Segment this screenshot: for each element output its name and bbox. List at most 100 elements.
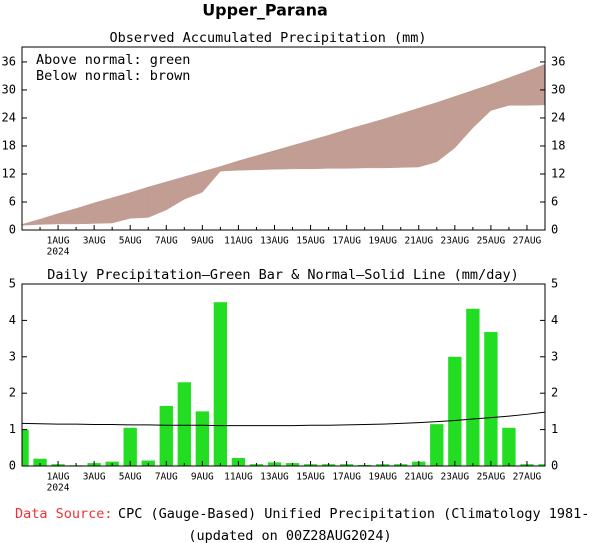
anomaly-area	[256, 150, 275, 171]
y-tick-label: 30	[2, 82, 16, 96]
annotation: Above normal: green	[36, 52, 190, 68]
anomaly-area	[490, 77, 510, 111]
x-tick-label: 3AUG	[83, 236, 106, 247]
y2-tick-label: 24	[551, 110, 565, 124]
x-tick-label: 9AUG	[191, 236, 214, 247]
x-tick-label: 3AUG	[83, 472, 106, 483]
anomaly-area	[274, 145, 293, 170]
bar	[33, 458, 47, 466]
anomaly-area	[184, 171, 203, 200]
x-tick-label: 7AUG	[155, 236, 178, 247]
x-tick-label: 1AUG	[47, 472, 70, 483]
y-tick-label: 0	[9, 223, 16, 237]
anomaly-area	[328, 129, 347, 169]
anomaly-area	[310, 134, 329, 170]
y-tick-label: 0	[9, 459, 16, 473]
x-tick-label: 25AUG	[477, 236, 506, 247]
x-tick-label: 5AUG	[119, 472, 142, 483]
x-tick-label: 21AUG	[404, 236, 433, 247]
plot	[22, 64, 545, 226]
x-tick-label: 19AUG	[368, 236, 397, 247]
anomaly-area	[382, 113, 401, 169]
x-tick-label: 1AUG	[47, 236, 70, 247]
source: CPC (Gauge-Based) Unified Precipitation …	[118, 506, 590, 522]
y2-tick-label: 0	[551, 223, 558, 237]
x-tick-label: 23AUG	[441, 236, 470, 247]
annotation: Below normal: brown	[36, 68, 190, 84]
anomaly-area	[346, 124, 365, 169]
updated: (updated on 00Z28AUG2024)	[188, 528, 391, 543]
bar	[213, 302, 228, 466]
y2-tick-label: 1	[551, 422, 558, 436]
x-tick-label: 21AUG	[404, 472, 433, 483]
bar	[502, 427, 516, 466]
y-tick-label: 24	[2, 110, 16, 124]
y-tick-label: 3	[9, 349, 16, 363]
anomaly-area	[220, 160, 239, 172]
x-tick-label: 13AUG	[260, 472, 289, 483]
page-title: Upper_Parana	[202, 1, 328, 20]
x-tick-label: 19AUG	[368, 472, 397, 483]
plot-frame	[21, 46, 546, 231]
y-tick-label: 5	[9, 277, 16, 291]
anomaly-area	[22, 218, 41, 226]
anomaly-area	[57, 208, 77, 225]
year-label: 2024	[47, 247, 70, 258]
bar	[430, 424, 444, 466]
bar	[538, 464, 545, 466]
plot	[22, 302, 545, 466]
y2-tick-label: 2	[551, 386, 558, 400]
bar	[484, 332, 498, 466]
x-tick-label: 25AUG	[477, 472, 506, 483]
y2-tick-label: 6	[551, 194, 558, 208]
year-label: 2024	[47, 483, 70, 494]
y2-tick-label: 18	[551, 138, 565, 152]
y-tick-label: 12	[2, 166, 16, 180]
anomaly-area	[129, 186, 149, 219]
anomaly-area	[111, 192, 131, 224]
anomaly-area	[147, 181, 167, 218]
anomaly-area	[75, 202, 95, 225]
anomaly-area	[418, 102, 438, 168]
chart-title: Daily Precipitation—Green Bar & Normal—S…	[47, 267, 518, 283]
anomaly-area	[454, 90, 474, 149]
x-tick-label: 7AUG	[155, 472, 178, 483]
y2-tick-label: 12	[551, 166, 565, 180]
y-tick-label: 1	[9, 422, 16, 436]
y-tick-label: 4	[9, 313, 16, 327]
x-tick-label: 13AUG	[260, 236, 289, 247]
y2-tick-label: 0	[551, 459, 558, 473]
y-tick-label: 2	[9, 386, 16, 400]
source-label: Data Source:	[15, 506, 113, 522]
y-tick-label: 36	[2, 54, 16, 68]
bar	[123, 427, 137, 466]
bar	[448, 356, 462, 466]
bar	[466, 308, 480, 466]
anomaly-area	[93, 197, 113, 224]
x-tick-label: 11AUG	[224, 236, 253, 247]
x-tick-label: 17AUG	[332, 472, 361, 483]
x-tick-label: 23AUG	[441, 472, 470, 483]
anomaly-area	[202, 166, 221, 193]
anomaly-area	[364, 119, 383, 169]
x-tick-label: 15AUG	[296, 472, 325, 483]
bar	[22, 429, 29, 466]
bar	[195, 411, 210, 466]
plot-frame	[21, 283, 546, 467]
x-tick-label: 17AUG	[332, 236, 361, 247]
y-tick-label: 18	[2, 138, 16, 152]
anomaly-area	[526, 64, 545, 106]
anomaly-area	[39, 213, 59, 225]
x-tick-label: 15AUG	[296, 236, 325, 247]
y2-tick-label: 4	[551, 313, 558, 327]
x-tick-label: 27AUG	[513, 236, 542, 247]
anomaly-area	[400, 107, 420, 168]
anomaly-area	[292, 140, 311, 170]
bar	[177, 382, 191, 466]
normal-line	[22, 411, 545, 427]
y2-tick-label: 5	[551, 277, 558, 291]
anomaly-area	[472, 83, 492, 129]
y-tick-label: 6	[9, 194, 16, 208]
x-tick-label: 11AUG	[224, 472, 253, 483]
